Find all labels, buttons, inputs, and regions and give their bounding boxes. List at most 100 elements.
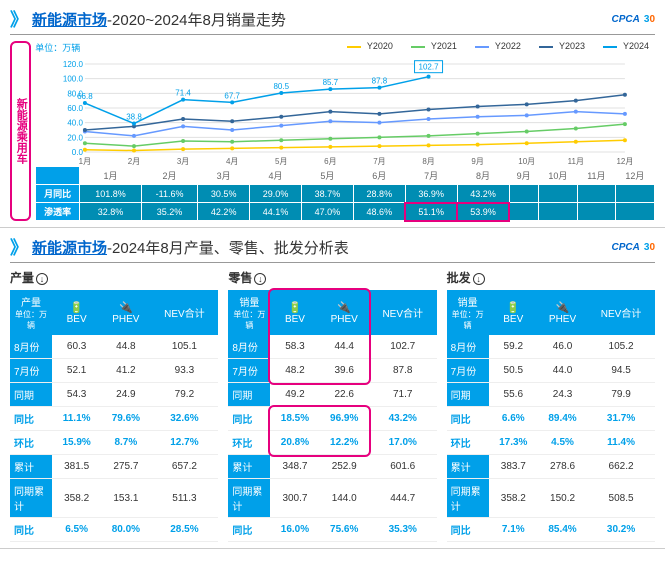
col-header: 🔋BEV [489,290,538,335]
download-icon[interactable]: ↓ [473,273,485,285]
svg-text:40.0: 40.0 [68,119,84,128]
svg-text:7月: 7月 [373,157,385,166]
svg-text:120.0: 120.0 [63,60,84,69]
table-cell: 36.9% [405,185,457,203]
table-cell: 11.4% [587,431,655,455]
table-cell: 58.3 [270,335,319,359]
row-label: 7月份 [228,359,270,383]
row-label: 7月份 [447,359,489,383]
chevron-icon: 》 [10,6,28,32]
row-label: 8月份 [10,335,52,359]
table-cell: 49.2 [270,383,319,407]
trend-panel: 》 新能源市场 -2020~2024年8月销量走势 CPCA 30 新能源乘用车… [0,0,665,228]
svg-text:11月: 11月 [568,157,584,166]
col-header: NEV合计 [151,290,219,335]
col-header: 销量单位：万辆 [228,290,270,335]
row-label: 同期 [447,383,489,407]
table-cell: 24.3 [538,383,587,407]
row-label: 同比 [228,518,270,542]
title-main: 新能源市场 [32,9,107,30]
col-header: 🔌PHEV [101,290,150,335]
download-icon[interactable]: ↓ [36,273,48,285]
svg-text:0.0: 0.0 [72,148,84,157]
svg-text:8月: 8月 [423,157,435,166]
table-cell: 662.2 [587,455,655,479]
table-cell: 102.7 [369,335,437,359]
table-cell: 105.1 [151,335,219,359]
section-零售: 零售↓销量单位：万辆🔋BEV🔌PHEVNEV合计8月份58.344.4102.7… [228,269,436,542]
table-cell: 43.2% [369,407,437,431]
svg-text:12月: 12月 [617,157,634,166]
title-main: 新能源市场 [32,237,107,258]
table-cell [509,185,538,203]
table-cell: 54.3 [52,383,101,407]
table-cell: 79.6% [101,407,150,431]
table-cell: 508.5 [587,479,655,518]
table-cell: 28.8% [353,185,405,203]
svg-text:3月: 3月 [177,157,189,166]
svg-text:9月: 9月 [472,157,484,166]
row-label: 同比 [228,407,270,431]
download-icon[interactable]: ↓ [254,273,266,285]
svg-text:4月: 4月 [226,157,238,166]
table-cell: 20.8% [270,431,319,455]
svg-text:2月: 2月 [128,157,140,166]
svg-text:20.0: 20.0 [68,133,84,142]
table-cell: 30.5% [198,185,250,203]
table-cell: 4.5% [538,431,587,455]
col-header: 🔌PHEV [538,290,587,335]
table-cell: 8.7% [101,431,150,455]
table-cell: 46.0 [538,335,587,359]
col-header: 销量单位：万辆 [447,290,489,335]
svg-text:1月: 1月 [79,157,91,166]
row-label: 同比 [10,407,52,431]
table-cell: 85.4% [538,518,587,542]
table-cell: 358.2 [489,479,538,518]
section-产量: 产量↓产量单位：万辆🔋BEV🔌PHEVNEV合计8月份60.344.8105.1… [10,269,218,542]
table-cell: 79.9 [587,383,655,407]
row-label: 同期 [228,383,270,407]
row-label: 环比 [447,431,489,455]
svg-text:71.4: 71.4 [175,89,191,98]
legend-item: Y2023 [533,41,585,51]
logo: CPCA 30 [612,14,655,25]
table-cell: 38.7% [302,185,354,203]
table-cell: 358.2 [52,479,101,518]
legend-item: Y2021 [405,41,457,51]
table-cell: 44.1% [250,203,302,221]
svg-text:87.8: 87.8 [372,77,388,86]
table-cell: 44.8 [101,335,150,359]
summary-table: 1月2月3月4月5月6月7月8月9月10月11月12月月同比101.8%-11.… [35,166,655,221]
row-header: 月同比 [36,185,80,203]
row-label: 环比 [228,431,270,455]
svg-text:60.0: 60.0 [68,104,84,113]
table-cell [538,203,577,221]
table-cell: 52.1 [52,359,101,383]
col-header: 🔋BEV [52,290,101,335]
row-label: 8月份 [228,335,270,359]
svg-text:102.7: 102.7 [419,63,440,72]
table-cell: 60.3 [52,335,101,359]
table-cell: 381.5 [52,455,101,479]
table-cell: 41.2 [101,359,150,383]
row-label: 累计 [10,455,52,479]
table-cell: 348.7 [270,455,319,479]
unit-label: 单位：万辆 [35,41,80,54]
row-label: 累计 [447,455,489,479]
svg-text:100.0: 100.0 [63,75,84,84]
table-cell: 42.2% [198,203,250,221]
svg-text:85.7: 85.7 [323,78,339,87]
table-cell: 48.6% [353,203,405,221]
table-cell: 6.5% [52,518,101,542]
section-title: 零售↓ [228,269,436,286]
table-cell: 12.2% [320,431,369,455]
table-cell: 47.0% [302,203,354,221]
table-cell: 657.2 [151,455,219,479]
table-cell: 383.7 [489,455,538,479]
table-cell: 11.1% [52,407,101,431]
table-cell: 29.0% [250,185,302,203]
table-cell [577,185,615,203]
row-label: 同比 [447,518,489,542]
table-cell: 101.8% [80,185,142,203]
table-cell: -11.6% [141,185,197,203]
